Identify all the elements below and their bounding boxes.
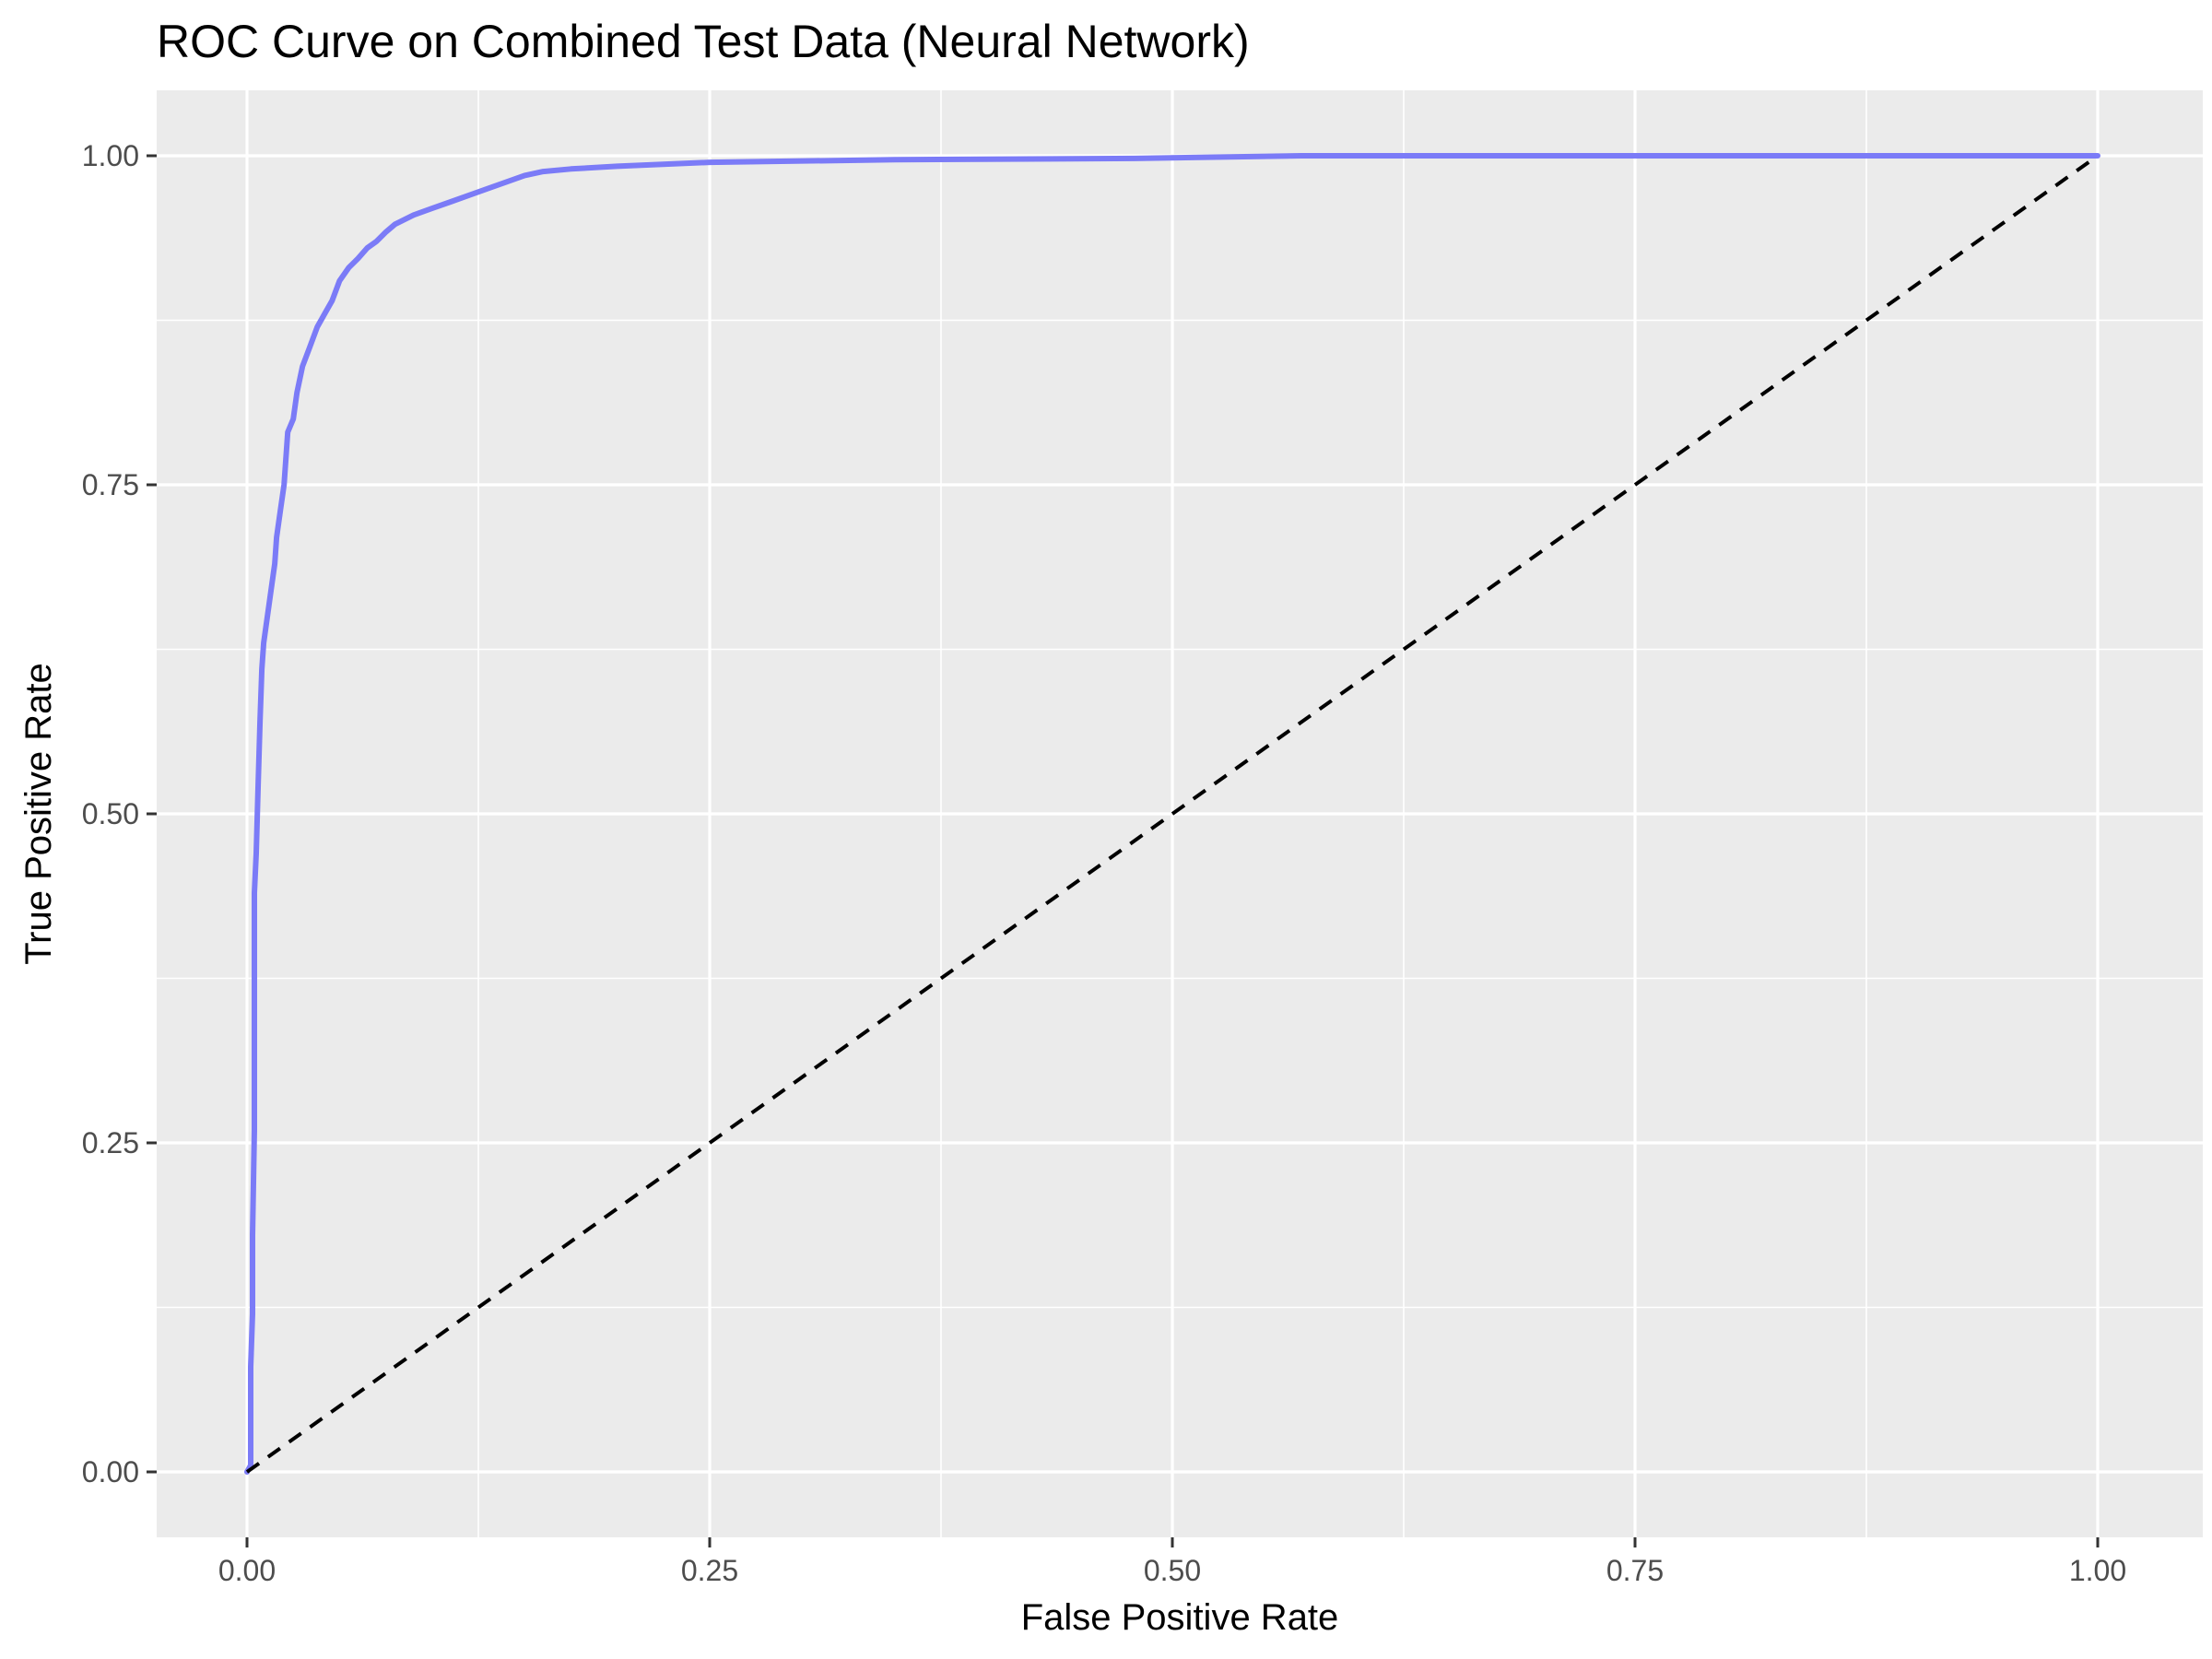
y-tick-label: 0.50 [82, 797, 139, 830]
chart-title: ROC Curve on Combined Test Data (Neural … [157, 16, 1250, 67]
x-tick-label: 0.25 [681, 1554, 738, 1587]
x-tick-label: 0.50 [1144, 1554, 1201, 1587]
x-axis: 0.00 0.25 0.50 0.75 1.00 [218, 1537, 2126, 1587]
series-layer [244, 153, 2100, 1475]
y-tick-label: 0.00 [82, 1455, 139, 1488]
x-axis-title: False Positive Rate [1021, 1597, 1339, 1638]
y-tick-label: 0.25 [82, 1126, 139, 1159]
y-tick-label: 0.75 [82, 468, 139, 501]
x-tick-label: 0.75 [1606, 1554, 1664, 1587]
x-tick-label: 1.00 [2069, 1554, 2126, 1587]
roc-curve-line [244, 153, 2100, 1475]
y-axis: 0.00 0.25 0.50 0.75 1.00 [82, 139, 157, 1488]
chance-diagonal-line [245, 154, 2100, 1474]
y-axis-title: True Positive Rate [18, 663, 59, 965]
x-tick-label: 0.00 [218, 1554, 276, 1587]
y-tick-label: 1.00 [82, 139, 139, 172]
major-grid [157, 90, 2203, 1537]
